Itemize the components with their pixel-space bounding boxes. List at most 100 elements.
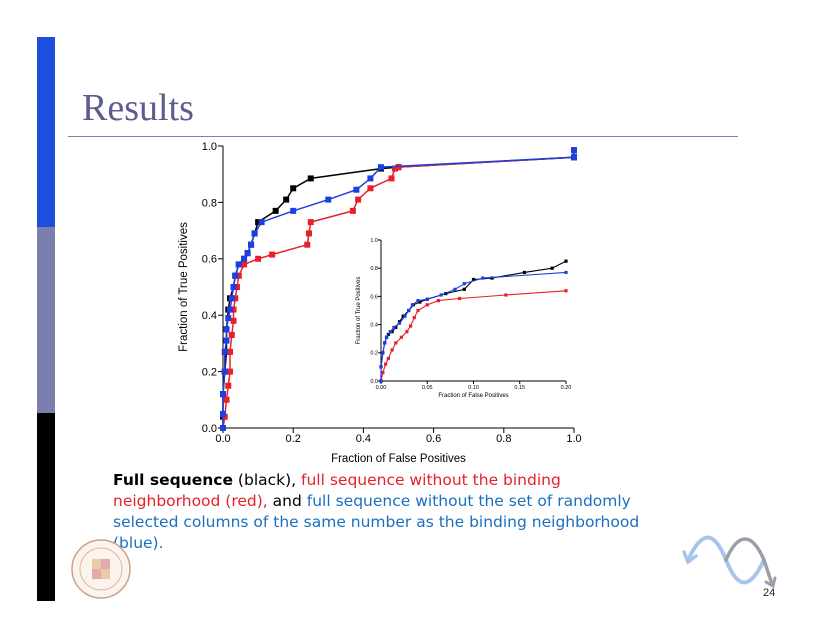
page-number: 24 bbox=[763, 587, 776, 599]
inset-series-point bbox=[384, 362, 388, 366]
main-x-tick-label: 0.8 bbox=[496, 433, 511, 445]
main-series-point bbox=[223, 396, 230, 403]
inset-x-tick-label: 0.10 bbox=[468, 385, 479, 391]
university-seal-icon bbox=[71, 539, 131, 599]
main-series-point bbox=[251, 230, 258, 237]
main-y-tick-label: 1.0 bbox=[202, 141, 217, 153]
main-series-point bbox=[307, 219, 314, 226]
main-series-point bbox=[355, 196, 362, 203]
main-series-point bbox=[283, 196, 290, 203]
inset-series-point bbox=[386, 356, 390, 361]
main-series-point bbox=[228, 331, 235, 338]
inset-series-point bbox=[453, 287, 457, 291]
inset-x-tick-label: 0.20 bbox=[561, 385, 572, 391]
main-series-point bbox=[227, 306, 234, 313]
inset-series-point bbox=[403, 314, 407, 318]
main-series-point bbox=[571, 154, 577, 161]
inset-series-point bbox=[418, 300, 422, 304]
main-y-tick-label: 0.6 bbox=[202, 254, 217, 266]
main-series-point bbox=[367, 185, 374, 192]
inset-y-tick-label: 0.8 bbox=[370, 266, 378, 272]
main-y-tick-label: 0.4 bbox=[202, 310, 217, 322]
main-series-point bbox=[258, 219, 265, 226]
slide-title: Results bbox=[82, 87, 194, 129]
roc-chart: 0.0 0.2 0.4 0.6 0.8 1.0 0.0 0.2 0.4 0.6 0.8 1.0 Frac… bbox=[178, 141, 582, 465]
inset-series-point bbox=[379, 365, 383, 369]
inset-series-point bbox=[564, 289, 568, 293]
main-y-axis-label: Fraction of True Positives bbox=[178, 222, 190, 352]
main-series-point bbox=[227, 368, 234, 375]
inset-series-point bbox=[550, 266, 554, 270]
main-series-point bbox=[367, 175, 374, 182]
inset-y-tick-label: 0.0 bbox=[370, 379, 378, 385]
inset-x-tick-label: 0.00 bbox=[376, 385, 387, 391]
main-series-point bbox=[304, 241, 311, 248]
inset-series-point bbox=[410, 303, 415, 307]
inset-series-point bbox=[412, 315, 416, 320]
inset-series-point bbox=[394, 325, 398, 330]
inset-y-tick-label: 0.6 bbox=[370, 294, 378, 300]
inset-series-point bbox=[564, 270, 568, 275]
main-series-point bbox=[234, 284, 241, 290]
main-series-point bbox=[269, 251, 276, 258]
main-series-point bbox=[230, 284, 237, 290]
main-series-point bbox=[244, 250, 251, 257]
main-series-point bbox=[290, 207, 297, 214]
inset-series-point bbox=[397, 321, 402, 325]
inset-series-point bbox=[522, 270, 526, 275]
inset-y-tick-label: 0.4 bbox=[370, 323, 378, 329]
inset-series-point bbox=[416, 308, 420, 313]
inset-series-point bbox=[564, 259, 568, 263]
inset-series-point bbox=[481, 276, 485, 280]
main-series-point bbox=[230, 306, 237, 313]
inset-series-point bbox=[390, 330, 394, 334]
main-series-point bbox=[353, 186, 360, 193]
inset-series-line bbox=[380, 290, 567, 382]
inset-series-point bbox=[401, 314, 405, 318]
inset-series-point bbox=[490, 276, 494, 280]
inset-x-axis-label: Fraction of False Positives bbox=[438, 393, 508, 399]
inset-series-point bbox=[425, 297, 429, 301]
main-y-tick-label: 0.2 bbox=[202, 366, 217, 378]
main-x-tick-label: 1.0 bbox=[566, 433, 581, 445]
inset-series-point bbox=[504, 293, 508, 297]
caption-and: and bbox=[267, 492, 307, 510]
main-series-point bbox=[290, 185, 297, 192]
main-series-point bbox=[307, 175, 314, 182]
inset-series-point bbox=[462, 287, 466, 291]
main-series-point bbox=[220, 391, 226, 398]
inset-series-point bbox=[439, 293, 443, 297]
inset-series-point bbox=[462, 282, 466, 286]
inset-series-point bbox=[390, 348, 394, 352]
main-series-point bbox=[571, 147, 577, 154]
main-y-tick-label: 0.0 bbox=[202, 423, 217, 435]
accent-bar-gray bbox=[37, 227, 55, 413]
main-series-point bbox=[221, 348, 228, 355]
inset-series-point bbox=[384, 335, 389, 339]
inset-series-point bbox=[381, 351, 385, 355]
main-series-point bbox=[220, 410, 226, 417]
main-series-point bbox=[241, 255, 248, 262]
inset-series-point bbox=[407, 308, 411, 313]
chart-main: 0.0 0.2 0.4 0.6 0.8 1.0 0.0 0.2 0.4 0.6 0.8 1.0 Frac… bbox=[178, 141, 582, 465]
inset-series-point bbox=[436, 299, 440, 303]
inset-series-line bbox=[380, 271, 567, 381]
main-series-point bbox=[228, 295, 235, 302]
main-series-point bbox=[388, 175, 395, 182]
main-x-tick-label: 0.6 bbox=[426, 433, 441, 445]
main-series-point bbox=[248, 241, 255, 248]
inset-y-axis-label: Fraction of True Positives bbox=[356, 277, 362, 345]
main-series-point bbox=[230, 317, 237, 324]
sine-wave-arrow-icon bbox=[682, 535, 777, 589]
inset-series-point bbox=[405, 330, 409, 334]
main-series-point bbox=[232, 295, 239, 302]
inset-series-point bbox=[388, 330, 392, 334]
inset-y-tick-label: 1.0 bbox=[370, 238, 378, 244]
accent-bar-blue bbox=[37, 37, 55, 227]
caption-blue: full sequence without the set of randoml… bbox=[113, 492, 640, 552]
inset-series-point bbox=[425, 303, 429, 307]
main-x-tick-label: 0.2 bbox=[286, 433, 301, 445]
main-series-point bbox=[223, 337, 230, 344]
inset-x-tick-label: 0.15 bbox=[514, 385, 525, 391]
